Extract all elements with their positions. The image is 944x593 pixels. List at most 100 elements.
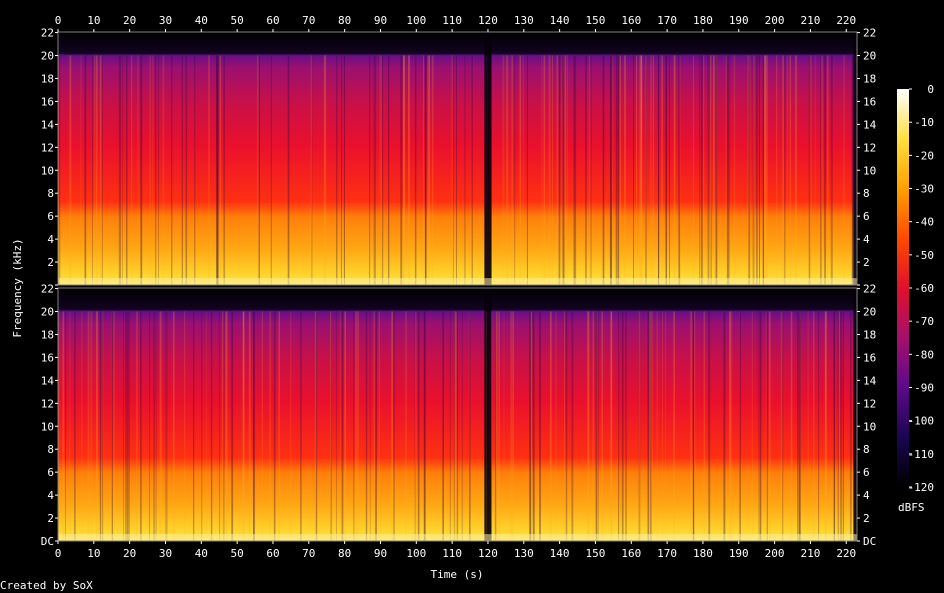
x-tick-label: 60	[266, 547, 279, 560]
panel-frame	[57, 287, 858, 542]
x-tick-label: 200	[765, 547, 785, 560]
spectrogram-energy	[58, 32, 857, 285]
low-frequency-band	[58, 534, 857, 541]
colorbar-tick-label: -80	[914, 348, 934, 361]
colorbar: 0 -10 -20 -30 -40 -50 -60 -70 -80 -90 -100 -110 -120	[897, 83, 934, 494]
y-tick-label: 16	[41, 351, 54, 364]
colorbar-tick-label: -20	[914, 149, 934, 162]
y-tick-label: 22	[863, 283, 876, 296]
x-tick-label: 150	[586, 14, 606, 27]
x-tick-label: 170	[657, 14, 677, 27]
x-tick-label: 100	[406, 547, 426, 560]
y-tick-label: 20	[41, 306, 54, 319]
low-frequency-band	[58, 278, 857, 285]
x-tick-label: 190	[729, 14, 749, 27]
y-tick-label: 16	[863, 351, 876, 364]
x-tick-label: 160	[621, 14, 641, 27]
x-tick-label: 110	[442, 14, 462, 27]
panel-frame	[57, 31, 858, 286]
y-tick-label: 8	[47, 443, 54, 456]
channel-1-spectrogram	[57, 31, 858, 286]
x-tick-label: 90	[374, 547, 387, 560]
colorbar-tick-label: -100	[908, 415, 935, 428]
x-tick-label: 110	[442, 547, 462, 560]
x-tick-label: 130	[514, 547, 534, 560]
x-tick-label: 210	[800, 547, 820, 560]
transient-streaks	[58, 55, 856, 285]
x-tick-label: 60	[266, 14, 279, 27]
colorbar-tick-label: -30	[914, 183, 934, 196]
y-tick-label: 8	[863, 443, 870, 456]
x-tick-label: 150	[586, 547, 606, 560]
colorbar-scale	[897, 89, 909, 487]
x-tick-label: 220	[836, 14, 856, 27]
colorbar-tick-label: -120	[908, 481, 935, 494]
y-tick-label: 10	[41, 164, 54, 177]
x-tick-label: 30	[159, 547, 172, 560]
x-tick-label: 70	[302, 14, 315, 27]
x-tick-label: 40	[195, 547, 208, 560]
x-tick-label: 70	[302, 547, 315, 560]
x-tick-label: 220	[836, 547, 856, 560]
channel-2-spectrogram	[57, 287, 858, 542]
y-tick-label: 6	[863, 466, 870, 479]
y-tick-label: 14	[863, 374, 877, 387]
x-tick-label: 130	[514, 14, 534, 27]
x-tick-label: 20	[123, 547, 136, 560]
colorbar-unit-label: dBFS	[898, 501, 925, 514]
x-tick-label: 40	[195, 14, 208, 27]
y-tick-label: 20	[863, 50, 876, 63]
y-tick-label: 10	[41, 420, 54, 433]
x-tick-label: 210	[800, 14, 820, 27]
spectrogram-energy	[58, 288, 857, 541]
y-tick-label: 10	[863, 420, 876, 433]
y-tick-label: 12	[41, 397, 54, 410]
x-tick-label: 30	[159, 14, 172, 27]
y-tick-label: 14	[41, 118, 55, 131]
y-axis-label: Frequency (kHz)	[11, 238, 24, 337]
x-tick-label: 190	[729, 547, 749, 560]
x-tick-label: 80	[338, 14, 351, 27]
y-tick-label: 12	[863, 397, 876, 410]
x-tick-label: 100	[406, 14, 426, 27]
y-tick-label: 14	[41, 374, 55, 387]
y-tick-label: 16	[863, 95, 876, 108]
x-tick-label: 20	[123, 14, 136, 27]
x-tick-label: 180	[693, 547, 713, 560]
x-axis-label: Time (s)	[431, 568, 484, 581]
x-tick-label: 50	[231, 547, 244, 560]
colorbar-tick-label: -50	[914, 249, 934, 262]
y-tick-label: 18	[41, 328, 54, 341]
y-tick-label: DC	[41, 535, 54, 548]
y-tick-label: 6	[47, 210, 54, 223]
y-tick-label: 4	[47, 489, 54, 502]
x-tick-label: 80	[338, 547, 351, 560]
colorbar-tick-label: -110	[908, 448, 935, 461]
x-tick-label: 160	[621, 547, 641, 560]
x-tick-label: 50	[231, 14, 244, 27]
time-ticks: 0 0 10 10 20 20 30 30 40 40 50 50 60 60 70 70 80 80 90 90 10…	[55, 14, 857, 560]
y-tick-label: 6	[47, 466, 54, 479]
y-tick-label: 6	[863, 210, 870, 223]
x-tick-label: 0	[55, 14, 62, 27]
colorbar-tick-label: -70	[914, 315, 934, 328]
colorbar-tick-label: -40	[914, 216, 934, 229]
colorbar-tick-label: 0	[927, 83, 934, 96]
x-tick-label: 90	[374, 14, 387, 27]
y-tick-label: 18	[863, 328, 876, 341]
x-tick-label: 10	[87, 14, 100, 27]
x-tick-label: 140	[550, 14, 570, 27]
y-tick-label: 18	[863, 72, 876, 85]
y-tick-label: 18	[41, 72, 54, 85]
y-tick-label: 20	[863, 306, 876, 319]
y-tick-label: 4	[863, 233, 870, 246]
y-tick-label: 14	[863, 118, 877, 131]
silence-gap	[484, 288, 492, 541]
y-tick-label: 2	[47, 512, 54, 525]
y-tick-label: 2	[863, 512, 870, 525]
x-tick-label: 170	[657, 547, 677, 560]
y-tick-label: 4	[863, 489, 870, 502]
